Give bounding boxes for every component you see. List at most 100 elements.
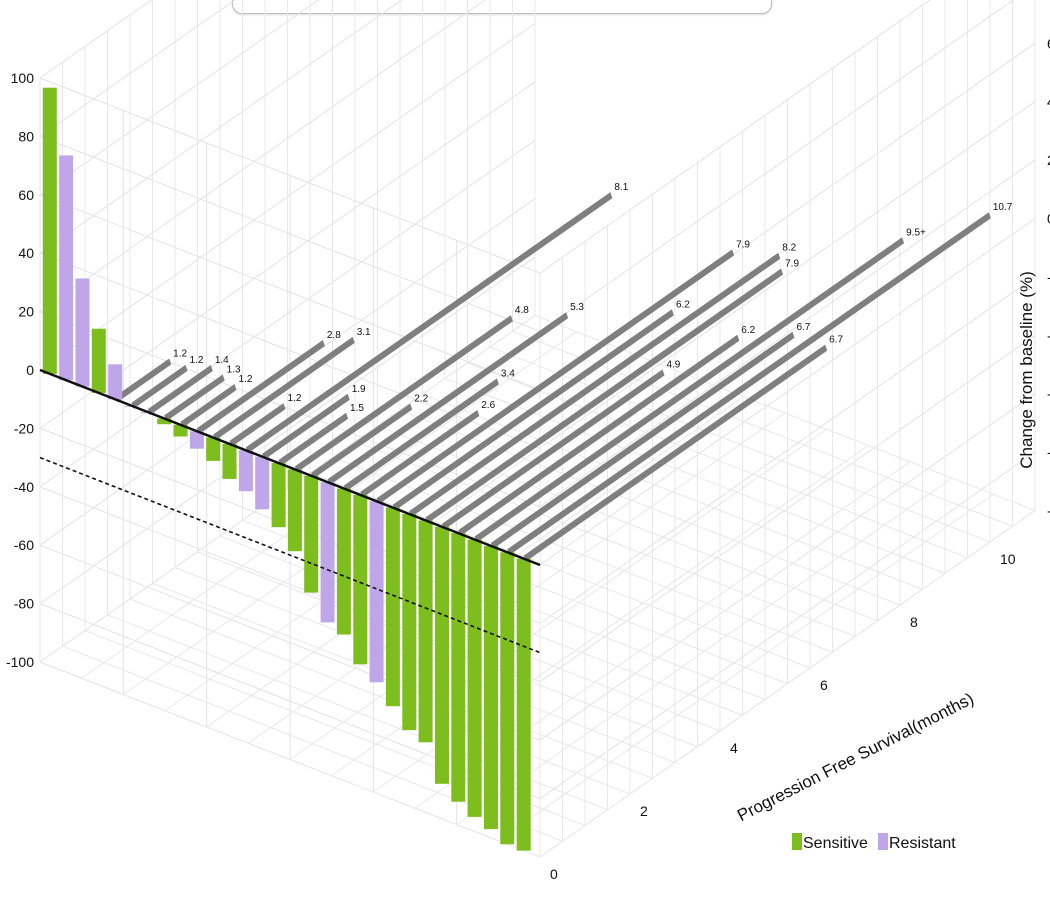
pfs-bar-label: 1.3 [227, 364, 241, 375]
grid-line [39, 315, 536, 663]
legend-swatch [878, 833, 888, 850]
pfs-bar-label: 2.2 [414, 393, 428, 404]
grid-line [539, 510, 1036, 858]
y-tick-label-right: -100 [1047, 503, 1050, 519]
grid-line [289, 412, 786, 760]
pfs-bar [491, 331, 795, 549]
pfs-bar-label: 1.2 [288, 393, 302, 404]
y-tick-label-left: -80 [14, 596, 34, 612]
response-bar [206, 437, 221, 461]
y-tick-label-left: -40 [14, 479, 34, 495]
response-bar [320, 482, 335, 623]
response-bar [418, 520, 433, 743]
y-tick-label-right: 60 [1047, 35, 1050, 51]
pfs-bar-label: 10.7 [993, 202, 1013, 213]
pfs-bar [376, 249, 735, 505]
top-search-box [232, 0, 772, 14]
pfs-bar-label: 1.2 [239, 374, 253, 385]
y-tick-label-right: 0 [1047, 211, 1050, 227]
response-bar [484, 545, 498, 830]
legend-label: Resistant [889, 835, 956, 852]
pfs-tick-label: 2 [640, 803, 648, 819]
pfs-bar-label: 3.4 [501, 368, 515, 379]
pfs-bar-label: 1.2 [173, 349, 187, 360]
y-tick-label-left: 40 [18, 245, 34, 261]
pfs-bar-label: 3.1 [357, 327, 371, 338]
pfs-bar-label: 2.6 [481, 400, 495, 411]
response-bar [500, 552, 515, 845]
response-bar [304, 475, 319, 593]
pfs-bar [425, 268, 784, 524]
y-tick-label-left: -20 [14, 420, 34, 436]
grid-line [498, 493, 994, 842]
pfs-bar-label: 8.1 [614, 182, 628, 193]
pfs-axis-title: Progression Free Survival(months) [734, 689, 977, 825]
chart-axes: 100806040200-20-40-60-80-100100806040200… [6, 35, 1050, 882]
pfs-bar [164, 374, 225, 422]
pfs-bar-label: 1.9 [352, 384, 366, 395]
pfs-bar [523, 344, 828, 562]
pfs-bar-label: 8.2 [782, 243, 796, 254]
response-bar [402, 514, 417, 731]
pfs-tick-label: 10 [1000, 551, 1016, 567]
pfs-bars: 1.21.2 1.41.31.22.8 3.11.28.11.91.54.82.25… [115, 182, 1013, 562]
pfs-tick-label: 0 [550, 866, 558, 882]
y-tick-label-right: -20 [1047, 269, 1050, 285]
pfs-bar [180, 384, 237, 428]
threshold-line [39, 456, 541, 654]
response-bar [385, 507, 400, 707]
pfs-bar [147, 365, 213, 416]
pfs-bar [115, 358, 172, 403]
response-bar [353, 494, 368, 665]
response-bar [75, 278, 90, 387]
response-bar [287, 469, 302, 552]
pfs-bar-label: 6.7 [829, 335, 843, 346]
response-bar [189, 431, 204, 449]
pfs-bar [507, 212, 991, 556]
y-tick-label-right: 20 [1047, 152, 1050, 168]
response-bar [336, 488, 351, 635]
y-tick-label-right: -40 [1047, 327, 1050, 343]
y-axis-title: Change from baseline (%) [1017, 271, 1036, 468]
pfs-bar [311, 403, 413, 479]
y-tick-label-left: -100 [6, 654, 34, 670]
pfs-bar [294, 315, 513, 473]
pfs-bar-label: 6.2 [741, 325, 755, 336]
pfs-bar-label: 4.9 [666, 359, 680, 370]
pfs-bar [360, 410, 480, 498]
y-tick-label-left: 20 [18, 304, 34, 320]
pfs-bar [262, 393, 350, 460]
pfs-bar [474, 237, 905, 543]
response-bar [59, 155, 74, 381]
response-bar [516, 558, 531, 851]
pfs-bar-label: 1.4 [215, 355, 229, 366]
pfs-bar [213, 336, 355, 441]
response-bar [255, 456, 270, 510]
y-tick-label-right: 40 [1047, 94, 1050, 110]
y-tick-label-left: 60 [18, 187, 34, 203]
grid-line [39, 0, 236, 137]
response-bar [173, 424, 188, 437]
pfs-bar-label: 1.2 [190, 355, 204, 366]
pfs-bar [458, 334, 740, 537]
pfs-bar-label: 7.9 [736, 239, 750, 250]
y-tick-label-left: 0 [26, 362, 34, 378]
pfs-bar [131, 364, 188, 409]
pfs-bar [245, 192, 613, 454]
response-bar [451, 533, 466, 802]
grid-line [456, 477, 952, 825]
pfs-bar-label: 4.8 [515, 305, 529, 316]
response-bar [222, 443, 237, 479]
response-bar [42, 87, 57, 374]
response-bar [108, 364, 123, 400]
legend-label: Sensitive [803, 835, 868, 852]
response-bar [157, 418, 172, 425]
pfs-bar [278, 412, 349, 466]
legend-swatch [792, 833, 802, 850]
pfs-tick-label: 8 [910, 614, 918, 630]
pfs-bar [409, 252, 781, 517]
y-tick-label-left: 100 [11, 70, 35, 86]
pfs-bar [229, 403, 286, 447]
y-tick-label-left: -60 [14, 537, 34, 553]
